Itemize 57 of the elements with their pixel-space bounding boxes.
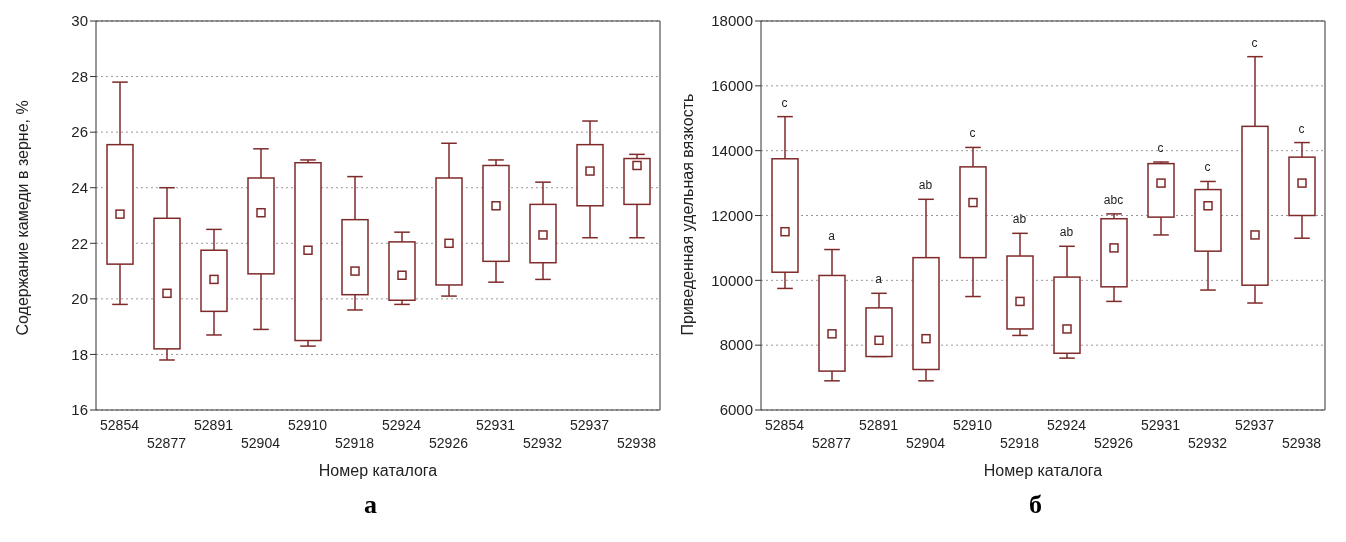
y-tick-label: 14000 xyxy=(711,141,753,159)
y-tick-label: 24 xyxy=(71,179,88,197)
x-tick-label: 52924 xyxy=(1047,417,1087,433)
x-tick-label: 52938 xyxy=(617,435,657,451)
annotation: ab xyxy=(1059,225,1074,240)
annotation: c xyxy=(1157,141,1164,156)
annotation: a xyxy=(828,228,836,243)
annotation: c xyxy=(1298,121,1305,136)
annotation: c xyxy=(781,95,788,110)
x-tick-label: 52937 xyxy=(1235,417,1275,433)
y-axis-title: Приведенная удельная вязкость xyxy=(678,93,696,336)
x-tick-label: 52918 xyxy=(1000,435,1040,451)
y-tick-label: 26 xyxy=(71,123,88,141)
x-tick-label: 52854 xyxy=(765,417,805,433)
x-tick-label: 52937 xyxy=(570,417,610,433)
y-tick-label: 18 xyxy=(71,345,88,363)
annotation: ab xyxy=(918,178,933,193)
x-axis-title: Номер каталога xyxy=(983,462,1103,479)
annotation: ab xyxy=(1012,212,1027,227)
x-tick-label: 52931 xyxy=(476,417,516,433)
x-tick-label: 52931 xyxy=(1141,417,1181,433)
x-tick-label: 52938 xyxy=(1282,435,1322,451)
text: б xyxy=(1028,490,1043,520)
y-tick-label: 12000 xyxy=(711,206,753,224)
y-tick-label: 22 xyxy=(71,234,88,252)
x-tick-label: 52891 xyxy=(194,417,234,433)
x-tick-label: 52910 xyxy=(953,417,993,433)
annotation: a xyxy=(875,272,883,287)
text: а xyxy=(363,490,378,520)
y-tick-label: 8000 xyxy=(719,336,753,354)
y-tick-label: 20 xyxy=(71,290,88,308)
y-tick-label: 28 xyxy=(71,67,88,85)
y-tick-label: 16 xyxy=(71,401,88,419)
x-tick-label: 52918 xyxy=(335,435,375,451)
x-tick-label: 52932 xyxy=(523,435,563,451)
annotation: c xyxy=(1251,35,1258,50)
x-tick-label: 52904 xyxy=(906,435,946,451)
x-tick-label: 52924 xyxy=(382,417,422,433)
x-tick-label: 52854 xyxy=(100,417,140,433)
annotation: c xyxy=(969,126,976,141)
x-tick-label: 52926 xyxy=(429,435,469,451)
x-tick-label: 52904 xyxy=(241,435,281,451)
y-tick-label: 18000 xyxy=(711,12,753,30)
x-tick-label: 52877 xyxy=(812,435,852,451)
annotation: abc xyxy=(1103,192,1124,207)
y-tick-label: 16000 xyxy=(711,77,753,95)
annotation: c xyxy=(1204,160,1211,175)
x-tick-label: 52877 xyxy=(147,435,187,451)
y-tick-label: 10000 xyxy=(711,271,753,289)
x-tick-label: 52932 xyxy=(1188,435,1228,451)
y-tick-label: 30 xyxy=(71,12,88,30)
x-tick-label: 52891 xyxy=(859,417,899,433)
x-tick-label: 52910 xyxy=(288,417,328,433)
x-tick-label: 52926 xyxy=(1094,435,1134,451)
x-axis-title: Номер каталога xyxy=(318,462,438,479)
y-tick-label: 6000 xyxy=(719,401,753,419)
y-axis-title: Содержание камеди в зерне, % xyxy=(13,100,31,336)
